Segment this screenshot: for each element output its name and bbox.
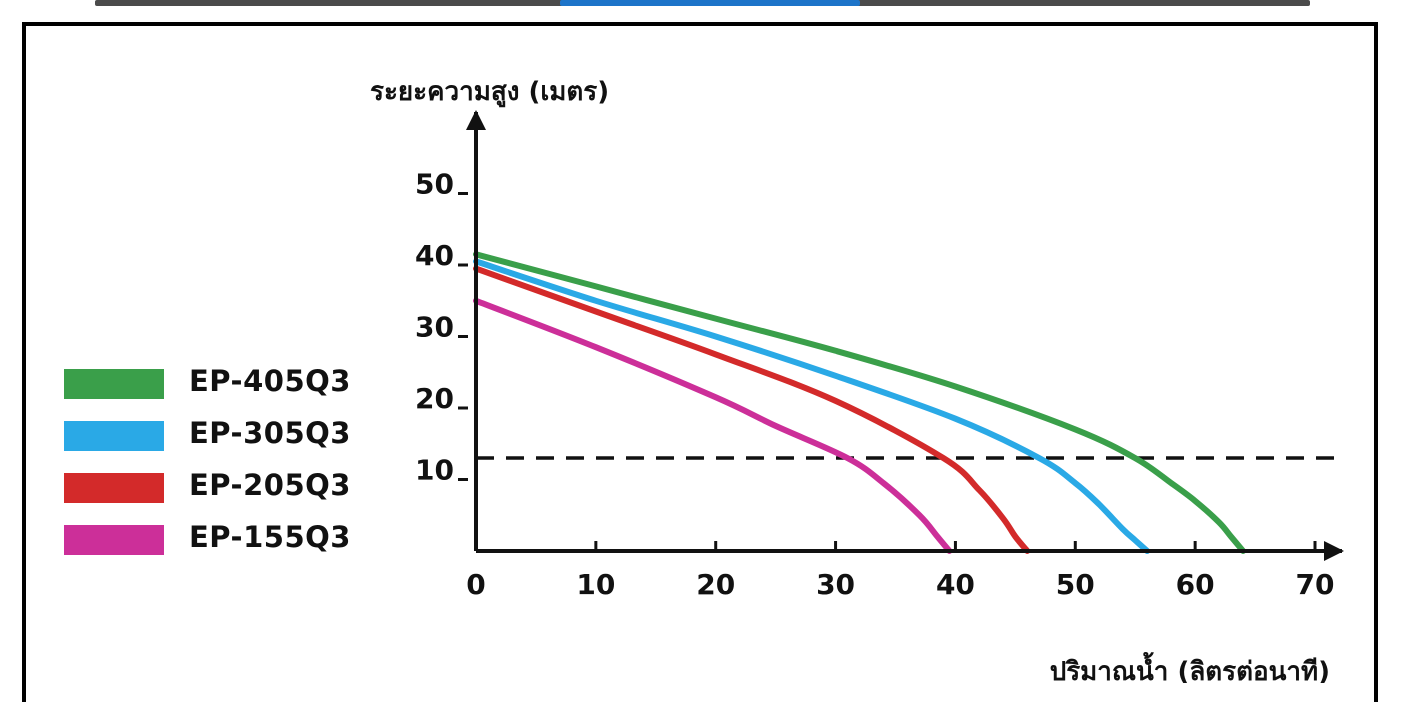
legend-swatch xyxy=(64,525,164,555)
x-tick-label: 30 xyxy=(816,568,855,601)
y-tick-label: 30 xyxy=(415,311,454,344)
legend-label: EP-405Q3 xyxy=(189,364,351,398)
x-tick-label: 0 xyxy=(466,568,485,601)
pump-curve-chart: 0 10 20 30 40 50 60 70 10 20 30 40 50 ระยะความสูง (เ… xyxy=(370,77,1344,683)
legend: EP-405Q3 EP-305Q3 EP-205Q3 EP-155Q3 xyxy=(64,364,384,574)
series-line-ep-155q3 xyxy=(473,297,953,554)
legend-label: EP-305Q3 xyxy=(189,416,351,450)
series-line-ep-405q3 xyxy=(473,251,1247,554)
y-tick-label: 40 xyxy=(415,239,454,272)
x-tick-label: 60 xyxy=(1176,568,1215,601)
legend-label: EP-205Q3 xyxy=(189,468,351,502)
y-axis-label: ระยะความสูง (เมตร) xyxy=(370,77,609,108)
x-tick-label: 10 xyxy=(576,568,615,601)
x-tick-label: 20 xyxy=(696,568,735,601)
cropped-heading xyxy=(0,0,1401,14)
legend-swatch xyxy=(64,421,164,451)
series-line-ep-305q3 xyxy=(473,258,1151,554)
x-tick-label: 50 xyxy=(1056,568,1095,601)
legend-item: EP-155Q3 xyxy=(64,520,384,574)
legend-label: EP-155Q3 xyxy=(189,520,351,554)
y-tick-label: 20 xyxy=(415,382,454,415)
y-tick-label: 50 xyxy=(415,168,454,201)
y-tick-label: 10 xyxy=(415,454,454,487)
legend-swatch xyxy=(64,369,164,399)
chart-frame xyxy=(22,22,1378,702)
x-tick-label: 40 xyxy=(936,568,975,601)
legend-swatch xyxy=(64,473,164,503)
series-line-ep-205q3 xyxy=(473,265,1031,554)
legend-item: EP-305Q3 xyxy=(64,416,384,470)
legend-item: EP-205Q3 xyxy=(64,468,384,522)
x-axis-label: ปริมาณน้ำ (ลิตรต่อนาที) xyxy=(1050,651,1330,683)
x-tick-label: 70 xyxy=(1296,568,1335,601)
legend-item: EP-405Q3 xyxy=(64,364,384,418)
